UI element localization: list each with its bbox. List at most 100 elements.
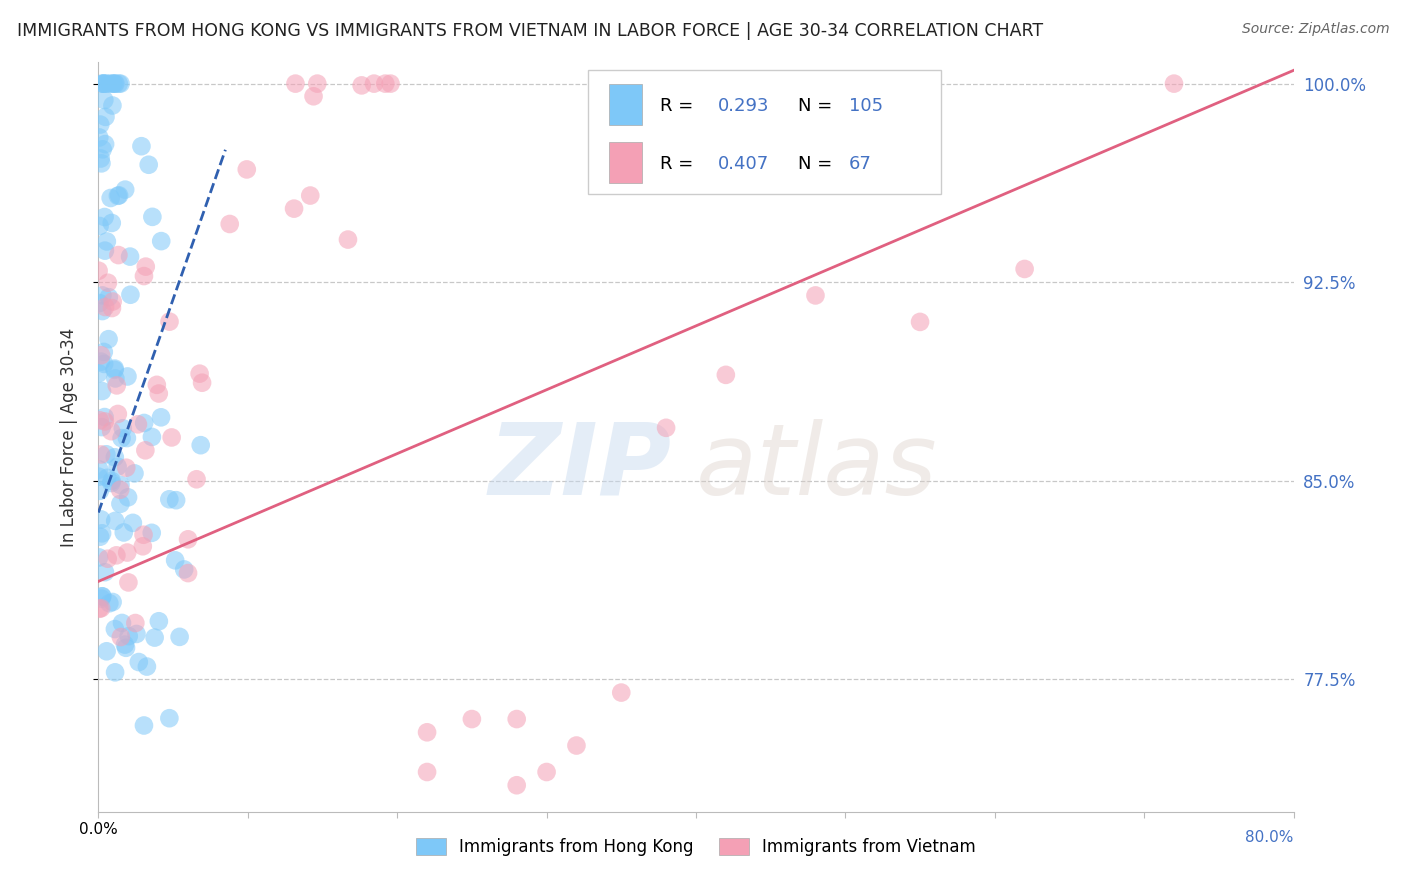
Point xyxy=(141,430,163,444)
Point xyxy=(87,550,110,565)
Point xyxy=(165,553,187,567)
Point xyxy=(94,414,117,428)
Point xyxy=(87,469,110,483)
Point xyxy=(104,450,127,465)
Point xyxy=(103,363,125,377)
Point xyxy=(108,483,131,497)
Point xyxy=(90,156,112,170)
Text: ZIP: ZIP xyxy=(489,418,672,516)
Point xyxy=(94,137,117,152)
Point xyxy=(115,431,138,445)
Point xyxy=(336,233,359,247)
Point xyxy=(565,739,588,753)
Point xyxy=(98,77,121,91)
Point xyxy=(127,417,149,432)
Point xyxy=(134,416,156,430)
Point xyxy=(96,644,118,658)
Point xyxy=(125,627,148,641)
Point xyxy=(107,188,129,202)
Point xyxy=(134,443,156,458)
Point xyxy=(96,77,118,91)
Point xyxy=(107,459,129,474)
Point xyxy=(90,591,112,606)
Point xyxy=(114,638,136,652)
Point xyxy=(169,630,191,644)
Point xyxy=(218,217,240,231)
Point xyxy=(93,357,115,371)
Point xyxy=(110,497,132,511)
Point xyxy=(103,77,125,91)
Point xyxy=(150,410,173,425)
Point xyxy=(141,525,163,540)
Point xyxy=(124,467,146,481)
Point xyxy=(160,430,183,444)
Point xyxy=(105,549,128,563)
Point xyxy=(117,491,139,505)
Point xyxy=(89,130,111,145)
Y-axis label: In Labor Force | Age 30-34: In Labor Force | Age 30-34 xyxy=(59,327,77,547)
Point xyxy=(101,294,124,309)
Point xyxy=(135,659,157,673)
Point xyxy=(655,421,678,435)
Point xyxy=(104,77,127,91)
Point xyxy=(111,615,134,630)
Point xyxy=(89,483,111,498)
Point xyxy=(110,478,132,492)
Point xyxy=(91,304,114,318)
Point xyxy=(610,685,633,699)
Point xyxy=(89,219,111,233)
FancyBboxPatch shape xyxy=(609,84,643,125)
Point xyxy=(94,300,117,314)
Point xyxy=(105,378,128,392)
Text: Source: ZipAtlas.com: Source: ZipAtlas.com xyxy=(1241,22,1389,37)
Point xyxy=(90,77,112,91)
Point xyxy=(98,596,121,610)
Point xyxy=(236,162,259,177)
Point xyxy=(135,260,157,274)
Point xyxy=(104,665,127,680)
Text: R =: R = xyxy=(661,155,699,173)
Point xyxy=(117,369,139,384)
Point xyxy=(94,244,117,258)
Point xyxy=(141,210,163,224)
Point xyxy=(112,525,135,540)
Point xyxy=(107,77,129,91)
Point xyxy=(101,98,124,112)
Point xyxy=(93,93,115,107)
Point xyxy=(302,89,325,103)
Point xyxy=(117,575,139,590)
Point xyxy=(284,77,307,91)
Text: atlas: atlas xyxy=(696,418,938,516)
Point xyxy=(173,562,195,576)
Point xyxy=(307,77,329,91)
Point xyxy=(350,78,373,93)
Point xyxy=(283,202,305,216)
Point xyxy=(104,514,127,528)
Point xyxy=(89,118,111,132)
Point xyxy=(104,622,127,636)
Text: IMMIGRANTS FROM HONG KONG VS IMMIGRANTS FROM VIETNAM IN LABOR FORCE | AGE 30-34 : IMMIGRANTS FROM HONG KONG VS IMMIGRANTS … xyxy=(17,22,1043,40)
Point xyxy=(100,216,122,230)
Point xyxy=(108,188,131,202)
Point xyxy=(804,288,827,302)
Point xyxy=(104,371,127,385)
Point xyxy=(159,315,181,329)
Point xyxy=(190,438,212,452)
Point xyxy=(115,460,138,475)
Point xyxy=(96,447,118,461)
Point xyxy=(96,471,118,485)
Point xyxy=(188,367,211,381)
Point xyxy=(90,447,112,461)
Point xyxy=(299,188,322,202)
Point xyxy=(461,712,484,726)
Point xyxy=(191,376,214,390)
Point xyxy=(93,77,115,91)
Point xyxy=(90,354,112,368)
Point xyxy=(90,420,112,434)
Point xyxy=(93,345,115,359)
Point xyxy=(110,630,132,644)
Point xyxy=(115,640,138,655)
Point xyxy=(121,516,143,530)
Point xyxy=(91,288,114,302)
Point xyxy=(101,301,124,315)
